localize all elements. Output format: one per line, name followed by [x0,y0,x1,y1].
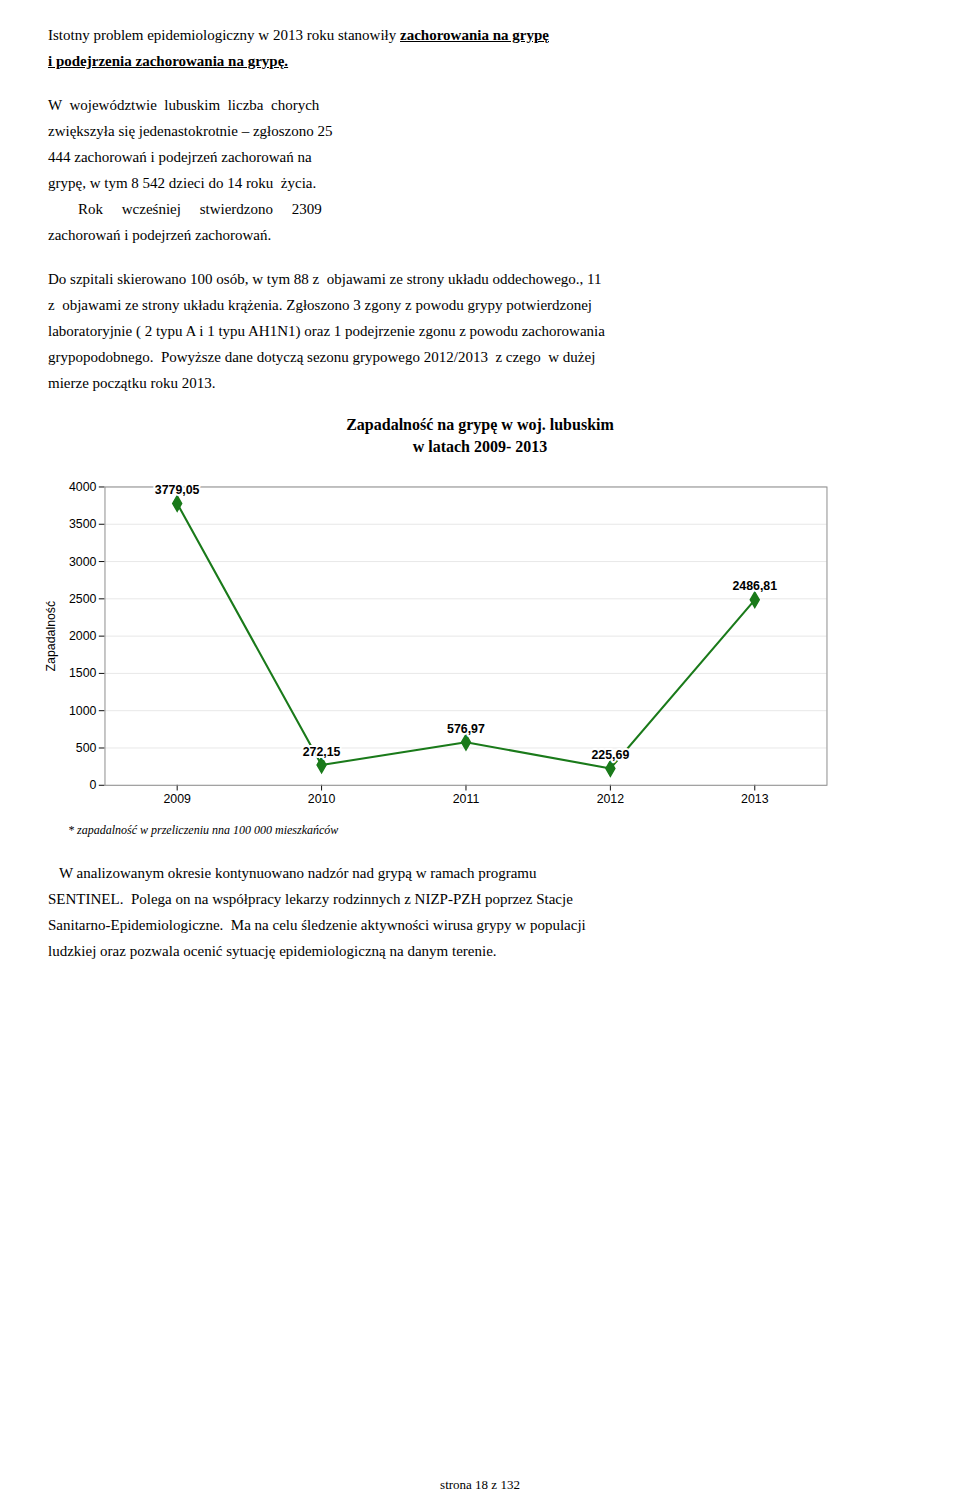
svg-text:2500: 2500 [69,592,97,606]
svg-text:500: 500 [76,741,97,755]
html-text:Do szpitali skierowano 100 osó: Do szpitali skierowano 100 osób, w tym 8… [48,271,602,287]
html-text:grypopodobnego. Powyższe dane: grypopodobnego. Powyższe dane dotyczą se… [48,349,596,365]
html-text:444 zachorowań i podejrzeń zac: 444 zachorowań i podejrzeń zachorowań na [48,149,312,165]
html-text:w latach 2009- 2013: w latach 2009- 2013 [412,438,548,455]
html-text:i podejrzenia zachorowania na: i podejrzenia zachorowania na grypę. [48,53,289,69]
html-text:zwiększyła się jedenastokrotni: zwiększyła się jedenastokrotnie – zgłosz… [48,123,333,139]
html-text:Zapadalność na grypę w woj. lu: Zapadalność na grypę w woj. lubuskim [346,416,614,433]
html-text:strona 18 z 132: strona 18 z 132 [440,1477,520,1492]
svg-text:576,97: 576,97 [447,722,485,736]
svg-text:2009: 2009 [163,792,191,806]
svg-text:1500: 1500 [69,666,97,680]
svg-text:4000: 4000 [69,480,97,494]
svg-text:2013: 2013 [741,792,769,806]
svg-text:225,69: 225,69 [591,748,629,762]
svg-text:2011: 2011 [453,792,480,806]
html-text:W województwie lubuskim liczba: W województwie lubuskim liczba chorych [48,97,320,113]
html-text:Istotny problem epidemiologicz: Istotny problem epidemiologiczny w 2013 … [48,27,549,43]
svg-text:3779,05: 3779,05 [155,483,200,497]
html-text:W analizowanym okresie kontynu: W analizowanym okresie kontynuowano nadz… [48,865,537,881]
html-text:* zapadalność w przeliczeniu n: * zapadalność w przeliczeniu nna 100 000… [68,823,339,837]
html-text:z objawami ze strony układu kr: z objawami ze strony układu krążenia. Zg… [48,297,592,313]
svg-text:1000: 1000 [69,704,97,718]
html-text:Sanitarno-Epidemiologiczne. Ma: Sanitarno-Epidemiologiczne. Ma na celu ś… [48,917,586,933]
html-text:ludzkiej oraz pozwala ocenić s: ludzkiej oraz pozwala ocenić sytuację ep… [48,943,497,959]
svg-text:3500: 3500 [69,517,97,531]
html-text:mierze początku roku 2013.: mierze początku roku 2013. [48,375,216,391]
html-text:SENTINEL. Polega on na współpr: SENTINEL. Polega on na współpracy lekarz… [48,891,573,907]
svg-text:272,15: 272,15 [303,745,341,759]
svg-text:2486,81: 2486,81 [732,579,777,593]
html-text:Rok wcześniej stwierdzono 2309: Rok wcześniej stwierdzono 2309 [48,201,322,217]
svg-text:2000: 2000 [69,629,97,643]
html-text:zachorowań i podejrzeń zachoro: zachorowań i podejrzeń zachorowań. [48,227,272,243]
html-text:grypę, w tym 8 542 dzieci do 1: grypę, w tym 8 542 dzieci do 14 roku życ… [48,175,317,191]
svg-text:0: 0 [90,778,97,792]
svg-text:2010: 2010 [308,792,336,806]
svg-text:Zapadalność: Zapadalność [44,601,58,672]
html-text:laboratoryjnie ( 2 typu A i 1: laboratoryjnie ( 2 typu A i 1 typu AH1N1… [48,323,605,339]
svg-text:2012: 2012 [597,792,625,806]
svg-text:3000: 3000 [69,555,97,569]
